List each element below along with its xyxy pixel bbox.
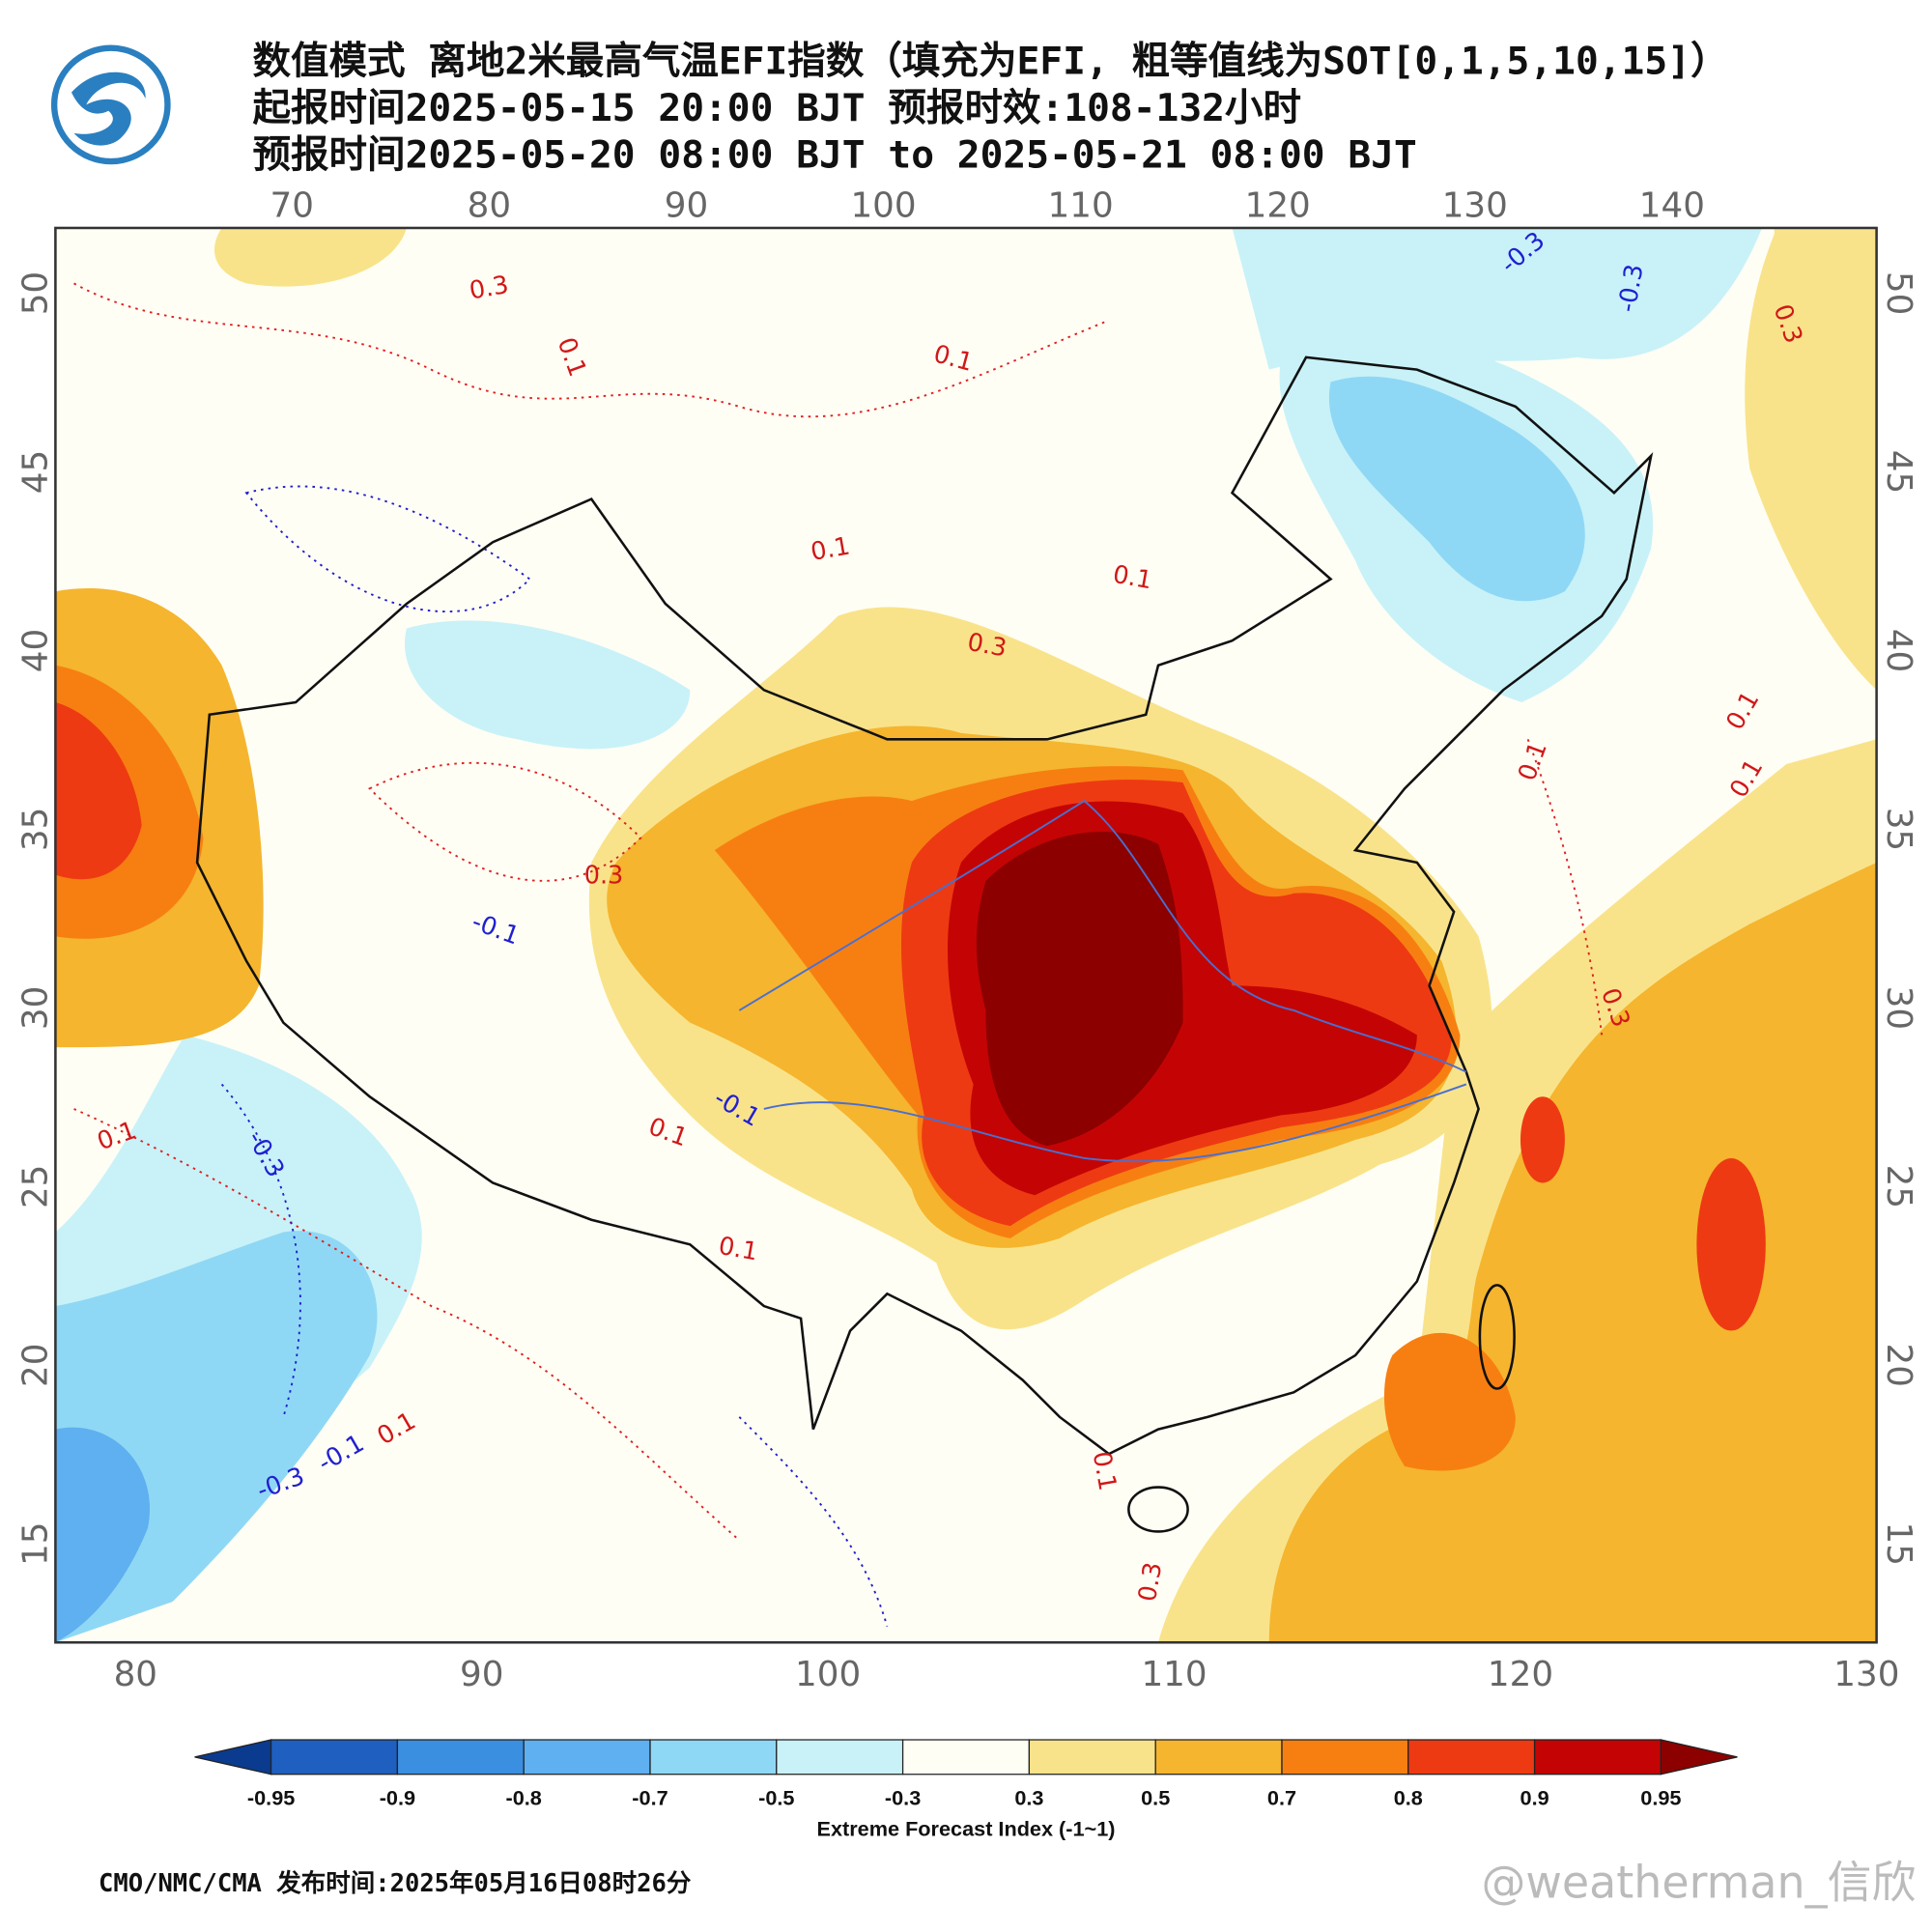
efi-field	[1232, 227, 1762, 370]
contour-label: 0.3	[1133, 1560, 1169, 1604]
lon-label: 80	[114, 1655, 157, 1694]
efi-field	[976, 831, 1183, 1147]
colorbar-tick-label: 0.8	[1394, 1786, 1423, 1810]
lon-label: 110	[1048, 185, 1114, 225]
lat-label: 45	[1879, 450, 1918, 494]
colorbar-tick-label: -0.95	[247, 1786, 295, 1810]
lat-label: 35	[1879, 808, 1918, 851]
efi-field	[1520, 1096, 1565, 1183]
colorbar-segment	[270, 1739, 399, 1776]
colorbar-segment	[1407, 1739, 1536, 1776]
lat-label: 45	[15, 450, 55, 494]
contour-label: 0.1	[717, 1232, 760, 1267]
lat-label: 40	[15, 629, 55, 672]
lon-label: 120	[1245, 185, 1311, 225]
rivers	[738, 799, 1467, 1163]
efi-field	[1745, 227, 1877, 691]
colorbar-end	[1660, 1739, 1738, 1776]
lon-label: 80	[468, 185, 511, 225]
efi-field	[55, 702, 142, 880]
colorbar-segment	[649, 1739, 778, 1776]
colorbar-label: Extreme Forecast Index (-1~1)	[817, 1817, 1116, 1841]
colorbar-segment	[901, 1739, 1031, 1776]
lat-label: 50	[1879, 271, 1918, 315]
colorbar-tick-label: -0.8	[506, 1786, 542, 1810]
lon-label: 90	[460, 1655, 503, 1694]
colorbar-segment	[776, 1739, 904, 1776]
efi-field	[213, 227, 407, 287]
lat-label: 20	[1879, 1344, 1918, 1387]
colorbar-end	[194, 1739, 272, 1776]
lat-label: 35	[15, 808, 55, 851]
colorbar-tick-label: 0.5	[1141, 1786, 1170, 1810]
colorbar-segment	[396, 1739, 525, 1776]
valid-time: 预报时间2025-05-20 08:00 BJT to 2025-05-21 0…	[252, 132, 1416, 177]
logo	[50, 44, 171, 165]
map-frame	[54, 226, 1878, 1644]
lon-label: 70	[270, 185, 314, 225]
efi-field	[1696, 1157, 1766, 1331]
lon-label: 140	[1639, 185, 1705, 225]
efi-field	[55, 1427, 150, 1643]
country-border	[195, 355, 1654, 1456]
contour-lines	[73, 282, 1604, 1627]
lat-label: 15	[15, 1521, 55, 1565]
island	[1127, 1486, 1189, 1533]
colorbar-segment	[1028, 1739, 1156, 1776]
colorbar-tick-label: -0.7	[632, 1786, 668, 1810]
lon-label: 110	[1141, 1655, 1207, 1694]
lat-label: 30	[15, 986, 55, 1030]
lon-label: 130	[1833, 1655, 1899, 1694]
lat-label: 15	[1879, 1521, 1918, 1565]
colorbar-tick-label: 0.9	[1520, 1786, 1549, 1810]
lat-label: 25	[15, 1165, 55, 1208]
title: 数值模式 离地2米最高气温EFI指数（填充为EFI, 粗等值线为SOT[0,1,…	[252, 40, 1728, 84]
lat-label: 25	[1879, 1165, 1918, 1208]
colorbar-segment	[1154, 1739, 1283, 1776]
colorbar-segment	[523, 1739, 651, 1776]
island	[1478, 1284, 1516, 1390]
labels: 70 80 90 100 110 120 130 140 80 90 100 110 120 130 50 4…	[15, 185, 1918, 1693]
colorbar-tick-label: 0.95	[1640, 1786, 1681, 1810]
lat-label: 50	[15, 271, 55, 315]
lon-label: 120	[1488, 1655, 1553, 1694]
lat-label: 40	[1879, 629, 1918, 672]
contour-label: 0.3	[584, 862, 624, 891]
issue-time: 起报时间2025-05-15 20:00 BJT 预报时效:108-132小时	[252, 86, 1301, 130]
contour-label: 0.3	[468, 270, 511, 306]
watermark: @weatherman_信欣	[1481, 1856, 1916, 1908]
colorbar-tick-label: -0.5	[758, 1786, 794, 1810]
lon-label: 100	[795, 1655, 861, 1694]
efi-field	[404, 620, 691, 750]
colorbar-tick-label: -0.9	[380, 1786, 415, 1810]
lat-label: 30	[1879, 986, 1918, 1030]
contour-label: 0.1	[809, 531, 852, 567]
lon-label: 90	[665, 185, 708, 225]
contour-label: 0.3	[965, 628, 1009, 664]
lon-label: 100	[850, 185, 916, 225]
colorbar-segment	[1281, 1739, 1409, 1776]
contour-label: 0.1	[1087, 1449, 1122, 1492]
colorbar-segment	[1533, 1739, 1662, 1776]
map-area	[55, 227, 1877, 1643]
colorbar-tick-label: -0.3	[885, 1786, 921, 1810]
colorbar-tick-label: 0.7	[1267, 1786, 1296, 1810]
lon-label: 130	[1442, 185, 1508, 225]
colorbar-tick-label: 0.3	[1014, 1786, 1043, 1810]
lat-label: 20	[15, 1344, 55, 1387]
footer-source: CMO/NMC/CMA 发布时间:2025年05月16日08时26分	[99, 1869, 692, 1898]
efi-field	[1328, 376, 1585, 602]
colorbar: -0.95 -0.9 -0.8 -0.7 -0.5 -0.3 0.3 0.5 0.7 0.8 0.9…	[194, 1739, 1738, 1810]
contour-label: 0.1	[1111, 560, 1154, 596]
